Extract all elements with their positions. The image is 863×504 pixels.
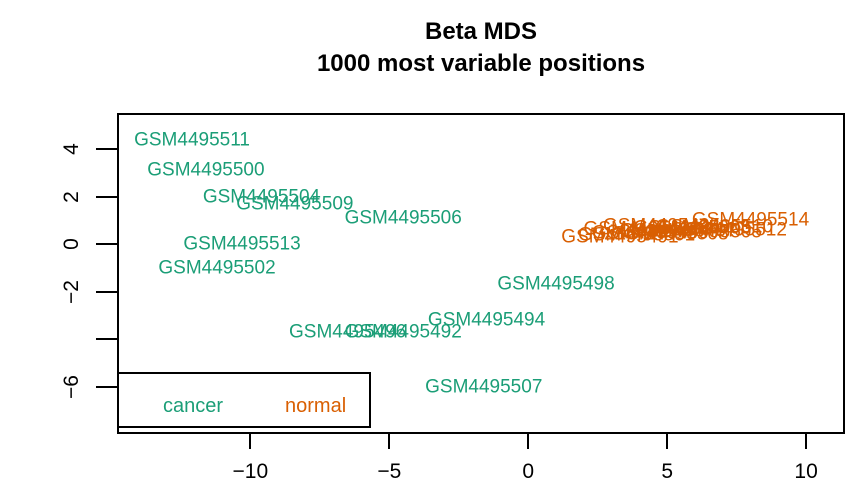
sample-label-cancer: GSM4495496 [289,321,407,343]
sample-label-normal: GSM4495512 [669,219,787,241]
y-axis-tick [96,290,117,293]
x-axis-tick [527,434,530,449]
sample-label-cancer: GSM4495507 [425,376,543,397]
sample-label-normal: GSM4495499 [591,222,710,244]
x-axis-tick [249,434,252,449]
y-axis-tick [96,338,117,341]
sample-label-cancer: GSM4495492 [344,321,462,343]
sample-label-normal: GSM4495493 [583,218,701,240]
sample-label-cancer: GSM4495511 [134,129,250,151]
chart-title-block: Beta MDS 1000 most variable positions [117,16,845,80]
legend: cancer normal [117,372,371,428]
sample-label-normal: GSM4495491 [561,226,679,248]
x-axis-tick-label: 10 [794,460,818,483]
sample-label-normal: GSM4495503 [633,217,751,239]
legend-item-normal: normal [285,395,347,417]
sample-label-normal: GSM4495505 [644,221,762,243]
sample-label-normal: GSM4495495 [602,215,721,237]
x-axis-tick [388,434,391,449]
sample-label-normal: GSM4495508 [611,223,729,245]
plot-area [117,113,845,434]
sample-label-cancer: GSM4495494 [427,309,546,331]
x-axis-tick-label: −5 [377,460,402,483]
y-axis-tick-label: 0 [60,238,83,250]
x-axis-tick-label: 0 [522,460,535,483]
sample-label-normal: GSM4495510 [655,216,774,238]
x-axis-tick-label: 5 [661,460,673,483]
sample-label-cancer: GSM4495509 [236,193,354,215]
chart-title: Beta MDS [424,18,538,45]
sample-label-normal: GSM4495497 [619,220,737,242]
y-axis-tick [96,148,117,151]
sample-label-cancer: GSM4495502 [158,257,276,279]
legend-item-cancer: cancer [163,395,224,417]
sample-label-cancer: GSM4495504 [202,186,321,208]
sample-label-cancer: GSM4495506 [344,207,462,229]
sample-label-normal: GSM4495514 [691,209,810,231]
y-axis-tick [96,195,117,198]
y-axis-tick [96,243,117,246]
x-axis-tick-label: −10 [232,460,269,483]
y-axis-tick-label: −6 [60,374,83,399]
x-axis-tick [666,434,669,449]
sample-label-cancer: GSM4495513 [183,233,301,255]
y-axis-tick [96,385,117,388]
sample-label-normal: GSM4495501 [577,224,696,246]
x-axis-tick [805,434,808,449]
y-axis-tick-label: 4 [60,143,83,155]
y-axis-tick-label: −2 [60,279,83,304]
y-axis-tick-label: 2 [60,190,83,203]
sample-label-cancer: GSM4495498 [497,273,615,295]
sample-label-cancer: GSM4495500 [147,159,265,181]
chart-subtitle: 1000 most variable positions [316,50,646,77]
